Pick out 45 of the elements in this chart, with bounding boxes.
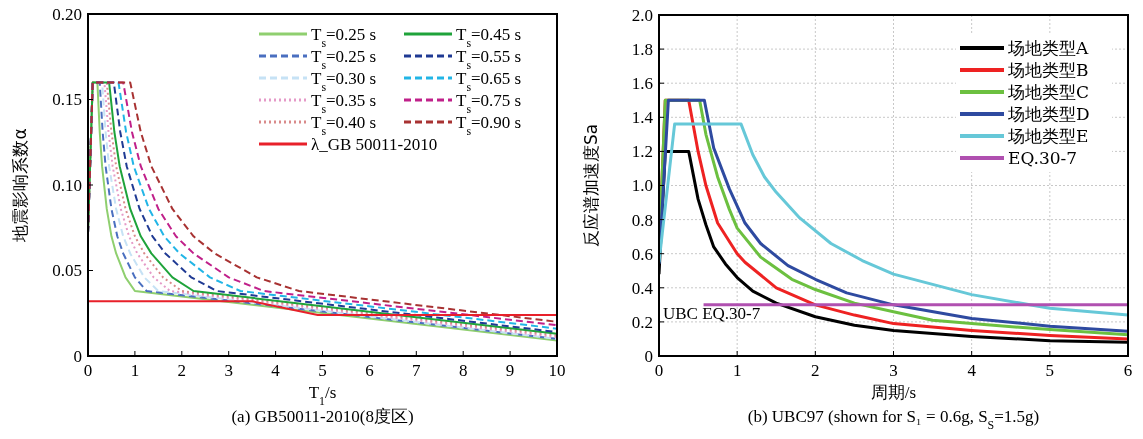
text: (b) UBC97 (shown for S₁ = 0.6g, S$_{S}$=1.5g) — [747, 407, 1040, 432]
y-tick-label: 0.4 — [631, 278, 654, 298]
x-tick-label: 5 — [1045, 361, 1055, 380]
y-tick-label: 0.05 — [52, 261, 82, 281]
y-tick-label: 2.0 — [631, 5, 653, 25]
x-tick-label: 4 — [271, 361, 281, 380]
y-tick-label: 0 — [73, 346, 82, 366]
y-axis-title: 反应谱加速度Sa — [581, 123, 601, 248]
x-tick-label: 10 — [548, 361, 566, 380]
legend-label: 场地类型C — [1007, 81, 1090, 102]
y-tick-label: 1.6 — [631, 74, 653, 94]
x-tick-label: 2 — [177, 361, 187, 380]
x-axis-title: 周期/s — [870, 383, 917, 402]
y-tick-label: 0.10 — [52, 175, 82, 195]
y-tick-label: 1.0 — [631, 176, 653, 196]
x-tick-label: 3 — [889, 361, 898, 380]
legend-label: 场地类型D — [1007, 103, 1090, 124]
y-tick-label: 1.8 — [631, 40, 653, 60]
y-axis-title: 地震影响系数α — [10, 128, 30, 243]
x-tick-label: 1 — [130, 361, 140, 380]
y-tick-label: 0.2 — [631, 312, 653, 332]
y-tick-label: 0 — [644, 346, 653, 366]
x-tick-label: 6 — [365, 361, 374, 380]
x-tick-label: 5 — [318, 361, 327, 380]
y-tick-label: 0.8 — [631, 210, 653, 230]
x-tick-label: 2 — [811, 361, 820, 380]
annotation: UBC EQ.30-7 — [663, 304, 761, 323]
x-tick-label: 7 — [412, 361, 422, 380]
legend-label: 场地类型B — [1007, 59, 1089, 80]
x-tick-label: 9 — [505, 361, 515, 380]
y-tick-label: 1.2 — [631, 142, 653, 162]
y-tick-label: 1.4 — [631, 108, 654, 128]
x-tick-label: 8 — [458, 361, 468, 380]
x-tick-label: 4 — [967, 361, 977, 380]
x-tick-label: 1 — [732, 361, 742, 380]
y-tick-label: 0.20 — [52, 4, 82, 24]
legend-label: 场地类型A — [1007, 37, 1089, 58]
legend-label: EQ.30-7 — [1008, 147, 1078, 168]
y-tick-label: 0.15 — [52, 90, 82, 110]
text: (a) GB50011-2010(8度区) — [231, 407, 414, 426]
legend-label: 场地类型E — [1007, 125, 1089, 146]
x-tick-label: 3 — [224, 361, 233, 380]
y-tick-label: 0.6 — [631, 244, 653, 264]
x-axis-title: T$_{1}$/s — [308, 383, 337, 408]
x-tick-label: 6 — [1123, 361, 1133, 380]
